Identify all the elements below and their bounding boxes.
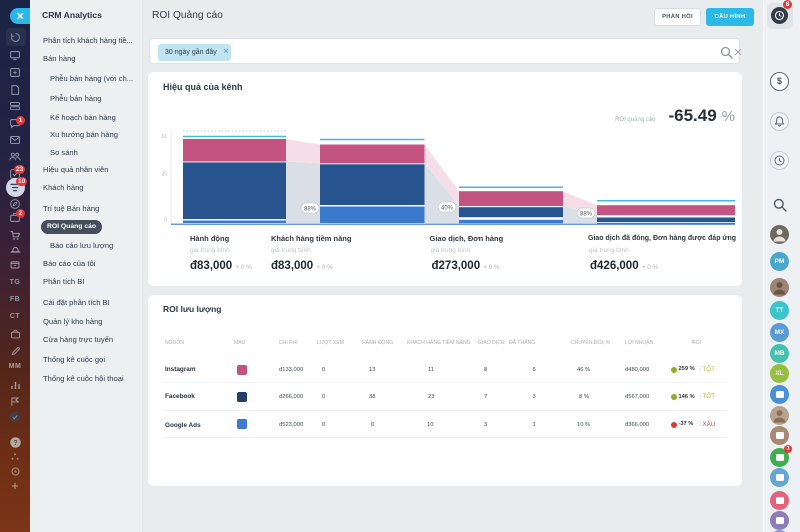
svg-text:88%: 88% bbox=[580, 212, 593, 218]
svg-text:88%: 88% bbox=[304, 207, 317, 213]
svg-text:25: 25 bbox=[161, 172, 167, 178]
svg-text:0: 0 bbox=[164, 218, 167, 224]
svg-text:40%: 40% bbox=[441, 206, 454, 212]
svg-text:51: 51 bbox=[161, 134, 167, 140]
svg-text:?: ? bbox=[13, 440, 17, 447]
